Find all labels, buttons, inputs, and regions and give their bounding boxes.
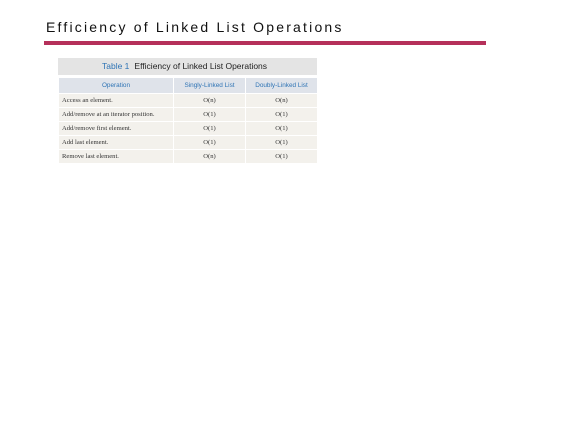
table-row: Add last element. O(1) O(1) — [58, 135, 318, 150]
table-row: Add/remove at an iterator position. O(1) O… — [58, 107, 318, 122]
table: Operation Singly-Linked List Doubly-Linked… — [58, 77, 318, 164]
column-header: Doubly-Linked List — [245, 77, 318, 94]
table-row: Remove last element. O(n) O(1) — [58, 149, 318, 164]
table-cell: Remove last element. — [58, 149, 174, 164]
table-figure: Table 1 Efficiency of Linked List Operati… — [58, 58, 318, 164]
table-cell: Add/remove first element. — [58, 121, 174, 136]
table-cell: O(1) — [245, 121, 318, 136]
table-cell: O(1) — [173, 121, 246, 136]
table-cell: Access an element. — [58, 93, 174, 108]
table-cell: O(n) — [173, 149, 246, 164]
table-row: Access an element. O(n) O(n) — [58, 93, 318, 108]
table-cell: O(1) — [245, 149, 318, 164]
table-caption: Table 1 Efficiency of Linked List Operati… — [58, 58, 317, 77]
title-rule — [44, 41, 486, 45]
table-label: Table 1 — [102, 61, 130, 71]
table-cell: O(n) — [245, 93, 318, 108]
table-cell: O(1) — [173, 135, 246, 150]
table-cell: O(1) — [245, 107, 318, 122]
slide-title: Efficiency of Linked List Operations — [46, 19, 344, 35]
table-title: Efficiency of Linked List Operations — [134, 61, 268, 71]
column-header: Singly-Linked List — [173, 77, 246, 94]
table-cell: O(1) — [173, 107, 246, 122]
table-cell: O(1) — [245, 135, 318, 150]
table-body: Access an element. O(n) O(n) Add/remove at … — [58, 93, 318, 164]
header-row: Operation Singly-Linked List Doubly-Linked… — [58, 77, 318, 94]
table-row: Add/remove first element. O(1) O(1) — [58, 121, 318, 136]
table-cell: Add last element. — [58, 135, 174, 150]
column-header: Operation — [58, 77, 174, 94]
table-cell: O(n) — [173, 93, 246, 108]
table-cell: Add/remove at an iterator position. — [58, 107, 174, 122]
